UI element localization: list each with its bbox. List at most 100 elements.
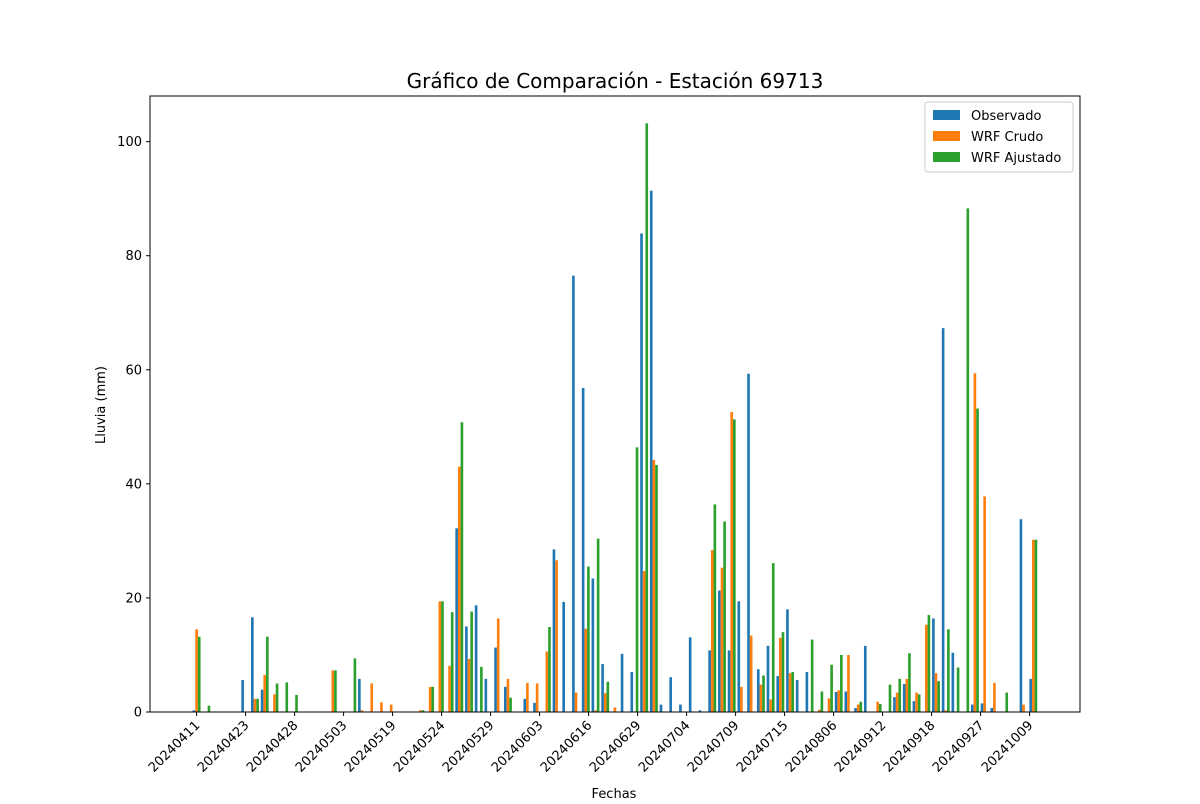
bar-wrf-ajustado-70	[878, 704, 882, 712]
bar-wrf-ajustado-42	[606, 681, 610, 712]
bar-wrf-ajustado-32	[509, 697, 512, 712]
bar-wrf-crudo-8	[273, 694, 276, 712]
bar-wrf-ajustado-76	[937, 681, 940, 712]
bar-wrf-crudo-40	[584, 628, 588, 712]
bar-observado-69	[863, 645, 867, 712]
bar-wrf-ajustado-53	[713, 504, 717, 712]
bar-wrf-ajustado-45	[635, 447, 639, 712]
bar-wrf-crudo-65	[827, 698, 831, 712]
bar-observado-60	[776, 676, 780, 712]
bar-observado-74	[912, 701, 916, 712]
legend-label-2: WRF Ajustado	[971, 151, 1061, 166]
bar-wrf-ajustado-74	[917, 694, 921, 712]
bar-wrf-crudo-36	[545, 651, 549, 712]
bar-wrf-ajustado-63	[810, 639, 814, 712]
bar-wrf-ajustado-66	[840, 654, 843, 712]
bar-wrf-crudo-28	[467, 658, 471, 712]
bar-wrf-crudo-60	[779, 637, 782, 712]
bar-observado-80	[970, 704, 974, 712]
bar-wrf-ajustado-61	[791, 672, 795, 712]
bar-wrf-crudo-64	[817, 709, 821, 712]
bar-observado-82	[990, 708, 994, 712]
bar-wrf-ajustado-65	[830, 664, 833, 712]
bar-observado-31	[494, 647, 497, 712]
bar-wrf-crudo-18	[370, 683, 374, 712]
bar-wrf-ajustado-29	[480, 666, 483, 712]
bar-wrf-crudo-55	[730, 411, 734, 712]
y-tick-label: 60	[125, 363, 142, 378]
bar-wrf-ajustado-79	[966, 208, 970, 713]
bar-observado-76	[932, 618, 935, 712]
bar-wrf-ajustado-36	[548, 627, 551, 712]
bar-observado-34	[523, 698, 527, 712]
bar-wrf-crudo-37	[555, 560, 558, 712]
bar-wrf-crudo-24	[428, 686, 432, 712]
bar-wrf-ajustado-10	[295, 694, 298, 712]
bar-wrf-ajustado-6	[256, 698, 259, 712]
bar-observado-51	[688, 637, 692, 712]
bar-wrf-crudo-46	[642, 571, 646, 712]
bar-observado-68	[854, 708, 857, 712]
bar-wrf-ajustado-58	[762, 675, 765, 712]
bar-observado-54	[718, 590, 721, 712]
bar-wrf-crudo-35	[535, 683, 539, 712]
bar-observado-7	[260, 689, 264, 712]
bar-observado-35	[533, 702, 536, 712]
legend-swatch-2	[933, 152, 960, 162]
bar-observado-52	[698, 710, 702, 712]
bar-wrf-crudo-47	[652, 459, 656, 712]
bar-wrf-ajustado-54	[723, 521, 726, 712]
bar-wrf-crudo-27	[457, 466, 461, 712]
bar-wrf-ajustado-7	[266, 636, 269, 712]
bar-wrf-crudo-86	[1031, 539, 1035, 712]
bar-wrf-crudo-74	[915, 692, 918, 712]
bar-wrf-ajustado-28	[470, 611, 473, 712]
bar-wrf-ajustado-80	[976, 408, 979, 712]
bar-wrf-crudo-7	[263, 674, 267, 712]
bar-observado-49	[669, 677, 673, 712]
legend-label-1: WRF Crudo	[971, 130, 1043, 145]
bar-wrf-crudo-77	[944, 710, 948, 712]
bar-wrf-ajustado-41	[596, 538, 600, 712]
bar-observado-47	[649, 190, 653, 712]
bar-wrf-crudo-82	[993, 682, 996, 712]
bar-wrf-ajustado-47	[655, 465, 658, 712]
x-axis-label: Fechas	[592, 787, 637, 800]
bar-wrf-crudo-42	[603, 693, 607, 712]
bar-observado-45	[630, 672, 634, 712]
bar-observado-59	[766, 645, 770, 712]
bar-observado-77	[941, 328, 945, 712]
bar-wrf-crudo-26	[448, 665, 451, 712]
bar-observado-42	[601, 664, 604, 712]
bar-wrf-crudo-20	[389, 704, 393, 712]
bar-wrf-ajustado-26	[450, 612, 454, 712]
bar-wrf-ajustado-68	[859, 701, 863, 712]
bar-wrf-crudo-56	[740, 686, 743, 712]
y-tick-label: 40	[125, 477, 142, 492]
bar-wrf-ajustado-75	[927, 615, 931, 712]
bar-wrf-crudo-67	[847, 654, 850, 712]
bar-wrf-ajustado-72	[898, 678, 902, 712]
bar-observado-50	[679, 704, 682, 712]
bar-observado-81	[980, 703, 984, 712]
bar-wrf-ajustado-46	[645, 123, 649, 712]
bar-wrf-ajustado-9	[285, 682, 289, 712]
bar-observado-41	[591, 578, 595, 712]
bar-observado-55	[727, 650, 731, 712]
bar-observado-57	[747, 373, 750, 712]
bar-wrf-ajustado-64	[820, 691, 824, 712]
bar-observado-40	[581, 388, 585, 712]
bar-wrf-ajustado-60	[781, 632, 785, 712]
bar-wrf-crudo-68	[856, 704, 860, 712]
bar-observado-67	[844, 691, 848, 712]
y-tick-label: 20	[125, 591, 142, 606]
bar-wrf-crudo-73	[905, 678, 909, 712]
bars-group	[192, 123, 1038, 713]
bar-wrf-crudo-59	[769, 699, 772, 712]
bar-wrf-ajustado-25	[441, 601, 444, 712]
bar-wrf-crudo-19	[380, 702, 383, 712]
bar-observado-17	[358, 678, 361, 712]
y-axis-label: Lluvia (mm)	[94, 366, 109, 444]
bar-observado-61	[786, 609, 789, 712]
bar-wrf-crudo-32	[506, 678, 510, 712]
